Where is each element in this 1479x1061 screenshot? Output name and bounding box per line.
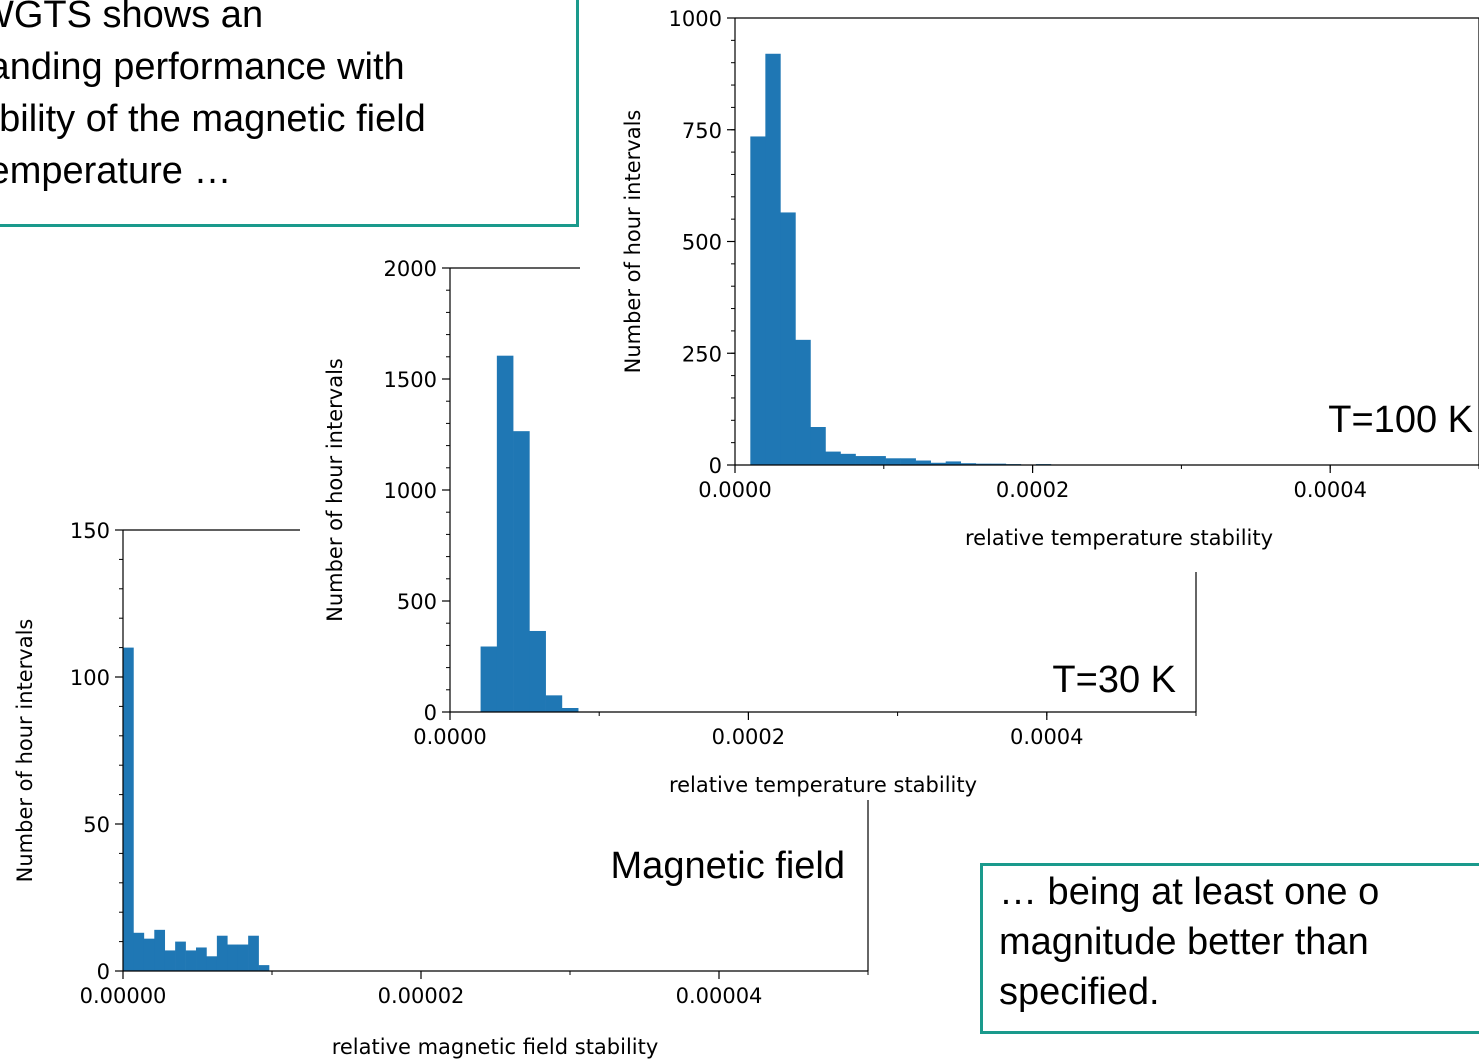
chart-temp30-bar: [545, 695, 563, 712]
chart-temp100-background: [580, 0, 1479, 572]
chart-temp100-bar: [795, 339, 811, 465]
chart-magnetic-bar: [133, 932, 145, 971]
chart-temp100-bar: [840, 453, 856, 465]
chart-temp30-bar: [529, 630, 546, 712]
callout-top-line-3: ability of the magnetic field: [0, 98, 426, 140]
chart-magnetic-bar: [185, 950, 197, 971]
chart-temp100-bar: [780, 212, 796, 465]
callout-bottom-line-1: … being at least one o: [999, 871, 1380, 913]
chart-magnetic-bar: [123, 647, 134, 971]
chart-temp30-x-axis-title: relative temperature stability: [669, 773, 977, 797]
chart-temp30-x-tick-label: 0.0004: [1010, 725, 1083, 749]
chart-temp100-bar: [765, 53, 781, 465]
chart-temp100-bar: [750, 136, 766, 465]
chart-temp30-annotation: T=30 K: [1052, 659, 1176, 701]
chart-magnetic-annotation: Magnetic field: [611, 845, 845, 887]
chart-temp100-y-axis-title: Number of hour intervals: [621, 110, 645, 374]
chart-temp30-y-tick-label: 1500: [384, 368, 437, 392]
chart-magnetic-y-tick-label: 100: [70, 666, 110, 690]
chart-temp100-y-tick-label: 250: [682, 342, 722, 366]
chart-temp100-x-tick-label: 0.0000: [698, 478, 771, 502]
chart-magnetic-bar: [175, 941, 186, 971]
chart-temp30-bar: [480, 646, 498, 712]
chart-temp100: 0.0000 0.0002 0.0004 0 250 500 750 1000 relative…: [580, 0, 1479, 572]
chart-temp100-y-tick-label: 500: [682, 231, 722, 255]
callout-top-line-1: WGTS shows an: [0, 0, 264, 36]
chart-temp100-bar: [810, 427, 826, 465]
chart-temp30-x-tick-label: 0.0002: [712, 725, 785, 749]
chart-temp100-annotation: T=100 K: [1328, 399, 1473, 441]
chart-temp30-x-tick-label: 0.0000: [413, 725, 486, 749]
callout-bottom-line-2: magnitude better than: [999, 921, 1369, 963]
chart-temp100-bar: [915, 460, 931, 465]
chart-temp100-y-tick-label: 1000: [669, 7, 722, 31]
chart-magnetic-bar: [143, 938, 155, 971]
chart-magnetic-y-tick-label: 50: [83, 813, 110, 837]
chart-temp100-bar: [960, 463, 977, 465]
chart-temp100-bar: [945, 461, 962, 465]
chart-temp30-y-tick-label: 2000: [384, 257, 437, 281]
chart-temp30-bar: [561, 708, 579, 712]
chart-magnetic-x-tick-label: 0.00004: [676, 984, 763, 1008]
chart-magnetic-x-tick-label: 0.00000: [80, 984, 167, 1008]
chart-magnetic-bar: [237, 944, 249, 971]
chart-magnetic-bar: [227, 944, 239, 971]
chart-magnetic-bar: [216, 935, 228, 971]
chart-temp100-bar: [885, 458, 901, 465]
chart-temp30-y-tick-label: 0: [424, 701, 437, 725]
chart-temp100-bar: [990, 463, 1007, 465]
callout-top: WGTS shows an tanding performance with a…: [0, 0, 579, 227]
chart-temp100-bar: [855, 456, 871, 465]
chart-magnetic-bar: [196, 947, 207, 971]
chart-temp30-y-tick-label: 1000: [384, 479, 437, 503]
callout-top-line-4: temperature …: [0, 150, 232, 192]
callout-top-line-2: tanding performance with: [0, 46, 405, 88]
chart-magnetic-bar: [206, 956, 218, 971]
chart-magnetic-bar: [154, 929, 166, 971]
chart-temp30-bar: [496, 355, 514, 712]
chart-magnetic-x-tick-label: 0.00002: [378, 984, 465, 1008]
chart-temp30-bar: [513, 431, 530, 712]
chart-magnetic-bar: [164, 950, 176, 971]
chart-temp100-x-tick-label: 0.0002: [996, 478, 1069, 502]
chart-magnetic-x-axis-title: relative magnetic field stability: [332, 1035, 659, 1059]
chart-temp100-bar: [930, 462, 947, 465]
chart-magnetic-y-tick-label: 150: [70, 519, 110, 543]
chart-temp100-x-tick-label: 0.0004: [1293, 478, 1366, 502]
chart-temp100-y-tick-label: 750: [682, 119, 722, 143]
callout-bottom-line-3: specified.: [999, 971, 1160, 1013]
chart-magnetic-y-axis-title: Number of hour intervals: [13, 619, 37, 883]
chart-temp100-bar: [900, 458, 916, 465]
chart-temp30-y-axis-title: Number of hour intervals: [323, 358, 347, 622]
chart-temp100-bar: [975, 463, 992, 465]
chart-temp30-y-tick-label: 500: [397, 590, 437, 614]
chart-magnetic-y-tick-label: 0: [97, 960, 110, 984]
chart-magnetic-bar: [258, 965, 270, 971]
chart-magnetic-bar: [248, 935, 259, 971]
chart-temp100-x-axis-title: relative temperature stability: [965, 526, 1273, 550]
chart-temp100-y-tick-label: 0: [709, 454, 722, 478]
chart-temp100-bar: [825, 451, 841, 465]
callout-bottom: … being at least one o magnitude better …: [980, 863, 1479, 1034]
chart-temp100-bar: [870, 456, 886, 465]
